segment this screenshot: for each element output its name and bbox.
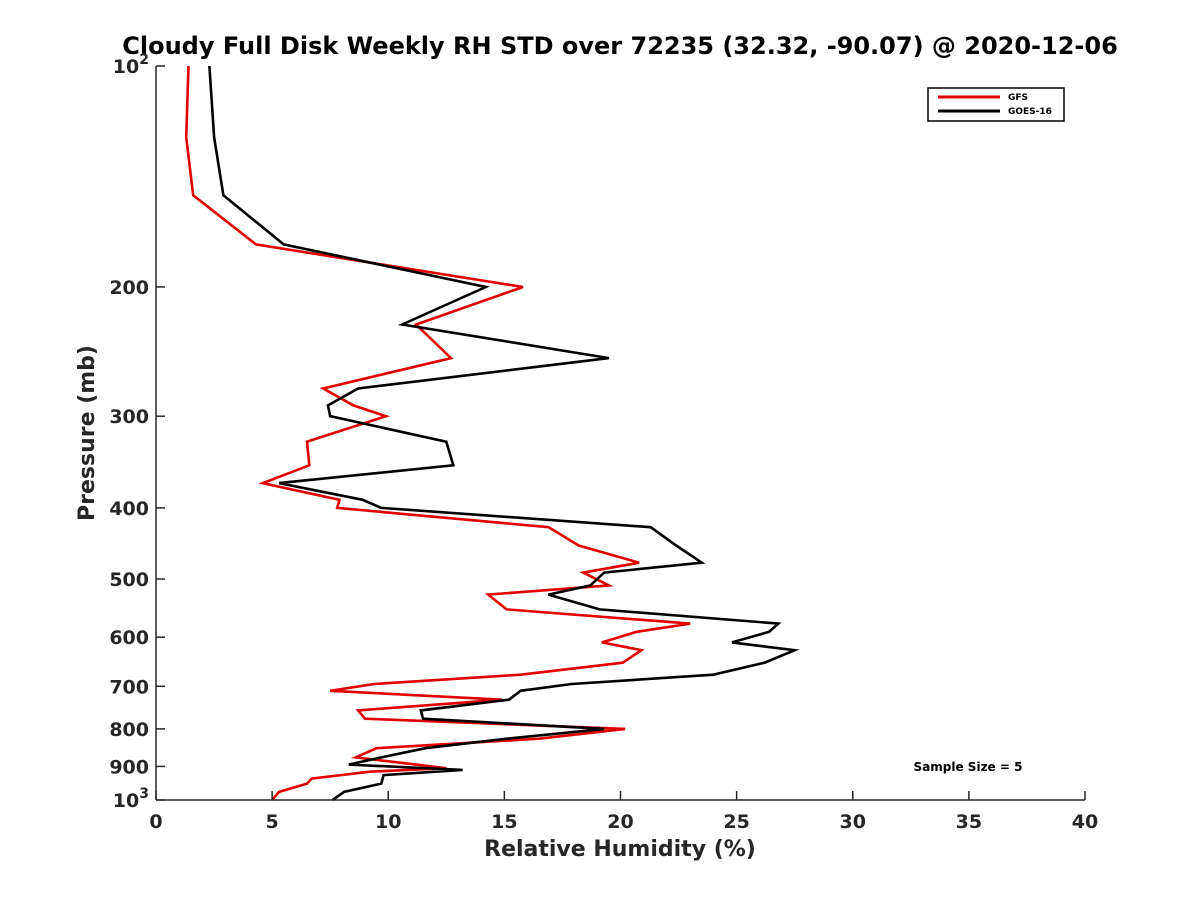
y-tick-label: 200 <box>109 277 149 299</box>
legend: GFS GOES-16 <box>927 87 1065 122</box>
y-tick-label: 700 <box>109 676 149 698</box>
x-tick-label: 20 <box>607 811 633 833</box>
series-line-goes16 <box>208 65 800 802</box>
legend-label-goes16: GOES-16 <box>1008 107 1052 117</box>
legend-label-gfs: GFS <box>1008 93 1028 103</box>
series-layer <box>184 65 800 802</box>
chart-title: Cloudy Full Disk Weekly RH STD over 7223… <box>122 32 1118 60</box>
sample-size-annotation: Sample Size = 5 <box>914 760 1023 774</box>
y-tick-label: 500 <box>109 569 149 591</box>
y-tick-label: 900 <box>109 756 149 778</box>
x-tick-label: 35 <box>956 811 982 833</box>
series-line-gfs <box>184 65 691 801</box>
axes <box>155 65 1086 801</box>
y-tick-label: 300 <box>109 406 149 428</box>
legend-box <box>927 87 1065 122</box>
y-tick-label: 800 <box>109 719 149 741</box>
y-tick-label: 102 <box>113 52 149 78</box>
x-tick-label: 10 <box>375 811 401 833</box>
x-tick-label: 25 <box>723 811 749 833</box>
y-axis-label: Pressure (mb) <box>75 345 100 521</box>
x-tick-label: 5 <box>266 811 279 833</box>
y-tick-label: 400 <box>109 498 149 520</box>
x-tick-label: 0 <box>149 811 162 833</box>
x-axis-label: Relative Humidity (%) <box>484 837 756 862</box>
x-tick-label: 30 <box>840 811 866 833</box>
y-tick-label: 103 <box>113 786 149 812</box>
x-tick-label: 40 <box>1072 811 1098 833</box>
tick-labels: 0 5 10 15 20 25 30 35 40 102 200 300 400 500 600 700 800… <box>109 52 1098 833</box>
x-tick-label: 15 <box>491 811 517 833</box>
y-tick-label: 600 <box>109 627 149 649</box>
